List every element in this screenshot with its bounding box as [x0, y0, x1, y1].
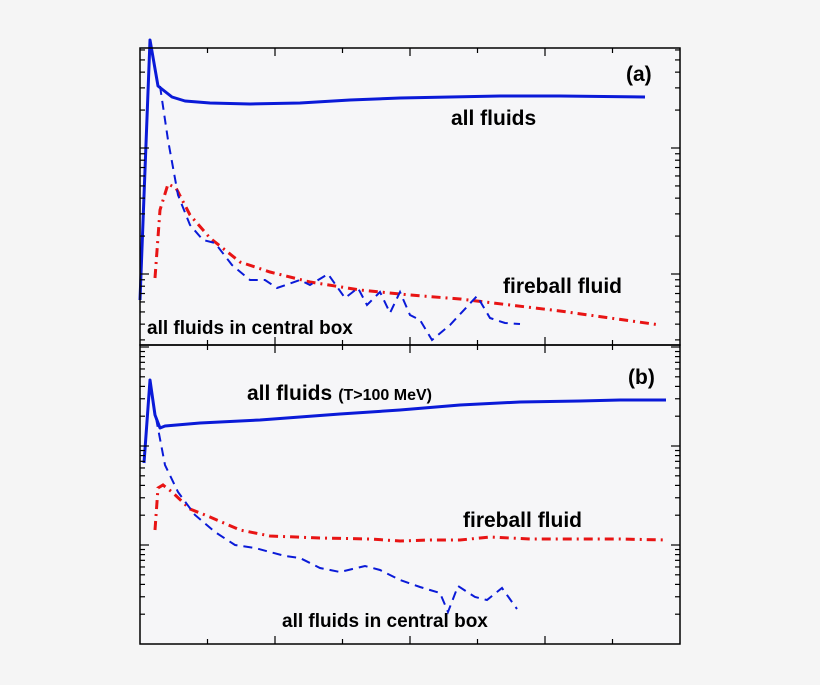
label-fireball-fluid-b: fireball fluid	[463, 509, 582, 532]
label-all-fluids-b: all fluids (T>100 MeV)	[247, 382, 432, 405]
panel-a-tag: (a)	[626, 63, 652, 86]
curve-all-fluids-b	[142, 378, 666, 464]
curve-fireball-fluid-b	[153, 483, 667, 543]
curve-fireball-fluid-a	[153, 181, 661, 327]
curve-central-box-b	[155, 417, 518, 615]
panel-b: (b) all fluids (T>100 MeV) fireball fluid…	[139, 344, 681, 645]
panel-a: (a) all fluids fireball fluid all fluids…	[138, 38, 681, 346]
label-all-fluids-a: all fluids	[451, 107, 536, 130]
panel-a-background	[140, 48, 680, 345]
label-central-box-a: all fluids in central box	[147, 318, 353, 339]
curve-central-box-a	[159, 85, 521, 342]
label-central-box-b: all fluids in central box	[282, 611, 488, 632]
panel-b-curves	[142, 378, 667, 615]
panel-b-ticks	[140, 345, 680, 644]
panel-b-background	[140, 345, 680, 644]
label-all-fluids-b-suffix: (T>100 MeV)	[338, 387, 432, 404]
label-fireball-fluid-a: fireball fluid	[503, 275, 622, 298]
panel-a-ticks	[140, 48, 680, 345]
panel-b-tag: (b)	[628, 366, 655, 389]
label-all-fluids-b-main: all fluids	[247, 382, 332, 405]
panel-a-curves	[138, 38, 661, 342]
